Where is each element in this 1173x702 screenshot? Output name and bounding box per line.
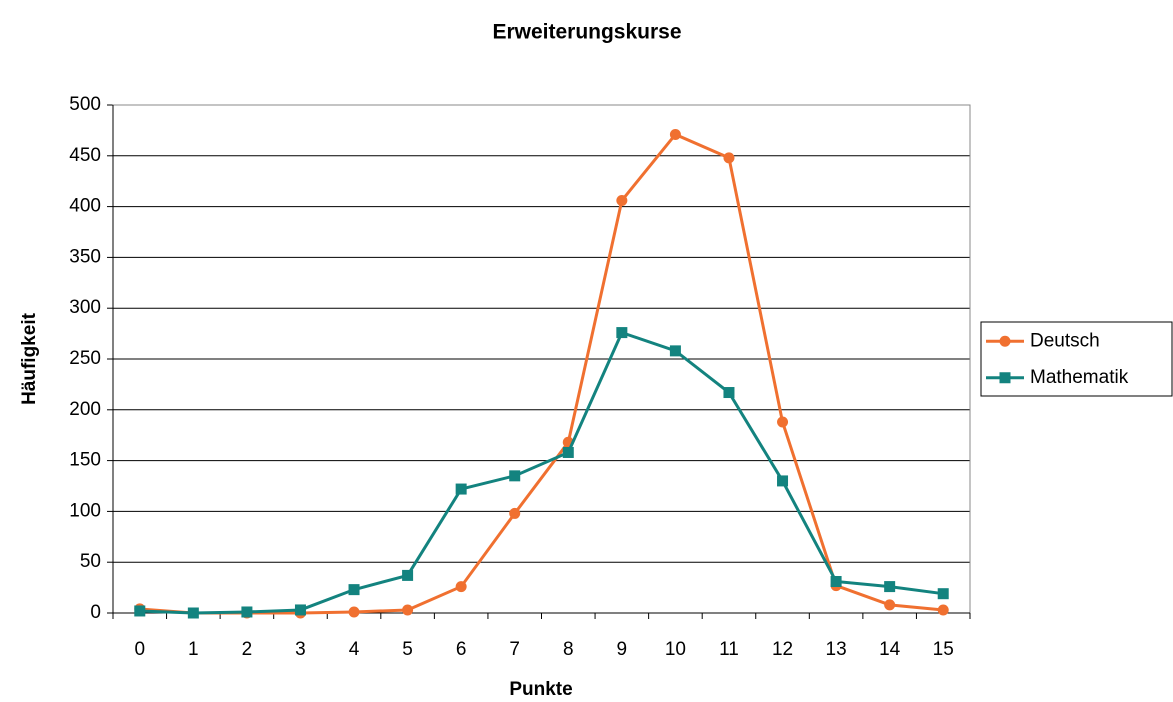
data-point [348, 606, 360, 618]
legend-marker [999, 372, 1011, 384]
x-tick-label: 7 [509, 639, 520, 660]
x-axis-label: Punkte [509, 679, 572, 700]
y-tick-label: 300 [69, 297, 101, 318]
data-point [509, 470, 521, 482]
data-point [723, 152, 735, 164]
data-point [241, 606, 253, 618]
y-tick-label: 150 [69, 450, 101, 471]
x-tick-label: 9 [617, 639, 628, 660]
data-point [937, 588, 949, 600]
y-tick-label: 0 [90, 602, 101, 623]
data-point [455, 483, 467, 495]
data-point [777, 416, 789, 428]
y-tick-label: 200 [69, 399, 101, 420]
data-point [884, 599, 896, 611]
data-point [777, 475, 789, 487]
series-line [139, 330, 944, 615]
x-tick-label: 11 [719, 639, 739, 660]
x-tick-label: 8 [563, 639, 574, 660]
data-point [669, 345, 681, 357]
x-tick-label: 12 [772, 639, 793, 660]
y-axis-label: Häufigkeit [19, 312, 40, 405]
y-tick-label: 400 [69, 196, 101, 217]
data-point [669, 128, 681, 140]
y-tick-label: 450 [69, 145, 101, 166]
y-tick-label: 250 [69, 348, 101, 369]
y-tick-label: 350 [69, 246, 101, 267]
data-point [187, 607, 199, 619]
data-point [402, 604, 414, 616]
y-tick-label: 100 [69, 500, 101, 521]
legend-box [980, 321, 1173, 397]
x-tick-label: 1 [188, 639, 199, 660]
data-point [616, 327, 628, 339]
x-tick-label: 10 [665, 639, 686, 660]
data-point [402, 569, 414, 581]
x-tick-label: 6 [456, 639, 467, 660]
x-tick-label: 3 [295, 639, 306, 660]
x-tick-label: 4 [349, 639, 360, 660]
legend-label: Mathematik [1030, 367, 1129, 388]
data-point [937, 604, 949, 616]
chart-title: Erweiterungskurse [492, 21, 681, 44]
x-tick-label: 0 [134, 639, 145, 660]
x-tick-label: 15 [933, 639, 954, 660]
legend-marker [999, 335, 1011, 347]
data-point [134, 605, 146, 617]
x-tick-label: 14 [879, 639, 901, 660]
data-point [562, 446, 574, 458]
x-tick-label: 5 [402, 639, 413, 660]
x-tick-label: 2 [242, 639, 253, 660]
data-point [509, 507, 521, 519]
legend-label: Deutsch [1030, 330, 1100, 351]
data-point [723, 387, 735, 399]
x-tick-label: 13 [826, 639, 847, 660]
data-point [294, 604, 306, 616]
data-point [884, 581, 896, 593]
series-line [139, 132, 944, 615]
data-point [348, 584, 360, 596]
y-tick-label: 50 [80, 551, 101, 572]
y-tick-label: 500 [69, 94, 101, 115]
data-point [830, 576, 842, 588]
data-point [455, 581, 467, 593]
data-point [616, 195, 628, 207]
